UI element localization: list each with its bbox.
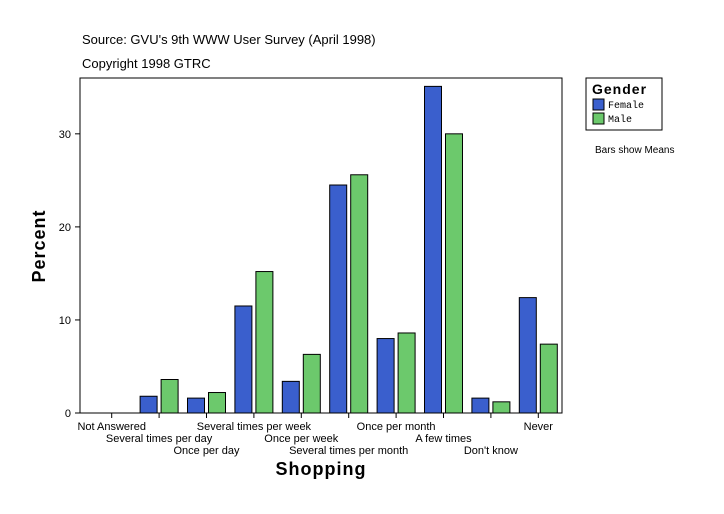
bar-male — [492, 401, 511, 414]
bar-female — [329, 184, 348, 414]
bar-female — [376, 338, 395, 414]
x-tick-label: A few times — [415, 433, 472, 445]
x-tick-label: Several times per day — [106, 433, 213, 445]
bar-male — [255, 271, 274, 414]
legend: Gender Female Male — [585, 77, 663, 131]
bar-female — [281, 380, 300, 414]
bar-female — [139, 395, 158, 414]
x-tick-label: Never — [524, 421, 554, 433]
x-tick-label: Once per day — [173, 445, 240, 457]
y-tick-label: 0 — [65, 408, 71, 420]
bar-male — [160, 379, 179, 414]
x-axis-title: Shopping — [276, 459, 367, 479]
plot-frame — [79, 77, 563, 414]
bar-male — [397, 332, 416, 414]
x-tick-label: Several times per month — [289, 445, 408, 457]
bar-female — [471, 397, 490, 414]
legend-swatch-female — [592, 98, 605, 111]
legend-title: Gender — [592, 81, 647, 97]
y-axis-title: Percent — [29, 209, 49, 282]
bar-female — [424, 85, 442, 414]
source-caption: Source: GVU's 9th WWW User Survey (April… — [82, 32, 376, 47]
bar-male — [539, 343, 558, 414]
bar-female — [518, 297, 537, 414]
x-tick-label: Several times per week — [197, 421, 312, 433]
x-tick-label: Once per month — [357, 421, 436, 433]
legend-label-male: Male — [608, 114, 632, 126]
y-tick-label: 10 — [59, 315, 71, 327]
bar-male — [350, 174, 369, 414]
legend-swatch-male — [592, 112, 605, 125]
x-tick-label: Don't know — [464, 445, 518, 457]
bar-male — [445, 133, 463, 414]
bar-male — [208, 392, 226, 414]
y-tick-label: 30 — [59, 129, 71, 141]
bar-female — [234, 305, 253, 414]
bars-group — [139, 85, 558, 414]
copyright-caption: Copyright 1998 GTRC — [82, 56, 211, 71]
bar-female — [187, 397, 205, 414]
bar-male — [302, 353, 321, 414]
x-tick-label: Not Answered — [77, 421, 145, 433]
bars-note: Bars show Means — [595, 145, 674, 156]
legend-label-female: Female — [608, 100, 644, 112]
x-tick-label: Once per week — [264, 433, 338, 445]
y-axis: 0 10 20 30 — [59, 129, 80, 420]
y-tick-label: 20 — [59, 222, 71, 234]
